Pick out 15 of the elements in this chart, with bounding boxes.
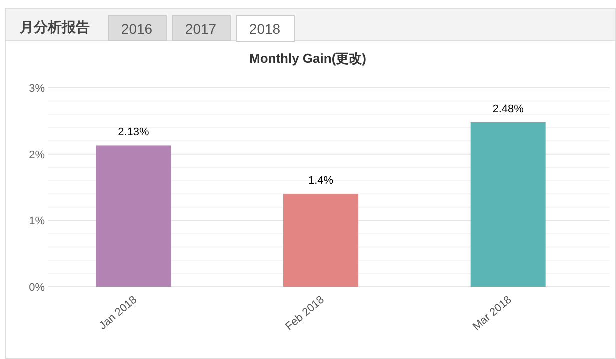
- bar: [96, 146, 172, 287]
- text: 2018: [249, 21, 281, 37]
- y-tick-label: 2%: [29, 149, 46, 162]
- chart-title: Monthly Gain(更改): [250, 51, 366, 66]
- data-label: 2.13%: [118, 126, 150, 139]
- text: 月分析报告: [19, 19, 90, 35]
- bar: [284, 194, 358, 287]
- data-label: 1.4%: [308, 175, 334, 188]
- bar: [470, 122, 546, 287]
- y-tick-label: 1%: [29, 216, 46, 228]
- text: 2017: [185, 21, 217, 37]
- y-tick-label: 0%: [29, 282, 46, 294]
- data-label: 2.48%: [492, 103, 524, 116]
- text: 2016: [121, 21, 153, 37]
- y-tick-label: 3%: [29, 83, 46, 95]
